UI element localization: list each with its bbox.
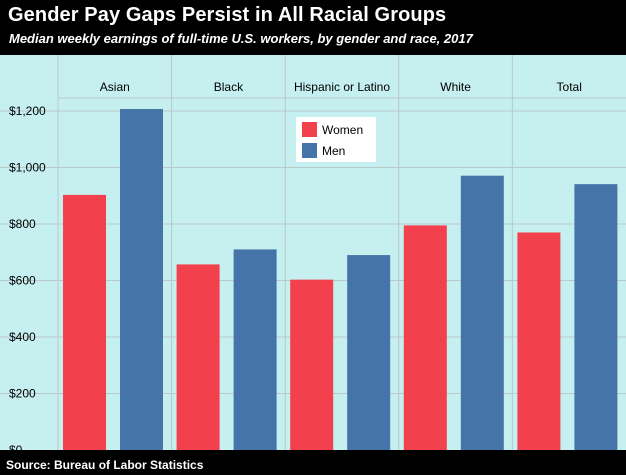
- y-tick-label-4: $800: [9, 217, 36, 231]
- bar-men-4: [574, 184, 618, 451]
- y-tick-label-2: $400: [9, 330, 36, 344]
- bar-women-4: [517, 232, 561, 450]
- legend-swatch-men: [302, 143, 317, 158]
- legend-swatch-women: [302, 122, 317, 137]
- category-label-1: Black: [214, 80, 244, 94]
- y-tick-label-1: $200: [9, 387, 36, 401]
- y-tick-label-5: $1,000: [9, 161, 46, 175]
- category-label-2: Hispanic or Latino: [294, 80, 390, 94]
- chart-subtitle: Median weekly earnings of full-time U.S.…: [9, 31, 473, 46]
- bar-women-1: [176, 264, 220, 450]
- legend: Women Men: [296, 117, 376, 162]
- bar-men-0: [120, 109, 163, 451]
- y-tick-label-3: $600: [9, 274, 36, 288]
- y-tick-label-0: $0: [9, 443, 23, 457]
- legend-label-men: Men: [322, 144, 345, 158]
- bar-women-2: [290, 279, 334, 450]
- bar-men-1: [233, 249, 277, 450]
- category-label-4: Total: [557, 80, 582, 94]
- source-note: Source: Bureau of Labor Statistics: [6, 458, 204, 472]
- bar-men-2: [347, 255, 391, 450]
- grid-lines: [0, 55, 626, 450]
- category-label-0: Asian: [100, 80, 130, 94]
- y-tick-labels: $0 $200 $400 $600 $800 $1,000 $1,200: [9, 104, 46, 457]
- chart-title: Gender Pay Gaps Persist in All Racial Gr…: [8, 4, 447, 26]
- category-label-3: White: [440, 80, 471, 94]
- bars: [63, 109, 618, 451]
- bar-women-0: [63, 194, 106, 450]
- y-tick-label-6: $1,200: [9, 104, 46, 118]
- category-labels: Asian Black Hispanic or Latino White Total: [100, 80, 582, 94]
- bar-women-3: [403, 225, 447, 450]
- legend-label-women: Women: [322, 123, 363, 137]
- bar-men-3: [460, 175, 504, 450]
